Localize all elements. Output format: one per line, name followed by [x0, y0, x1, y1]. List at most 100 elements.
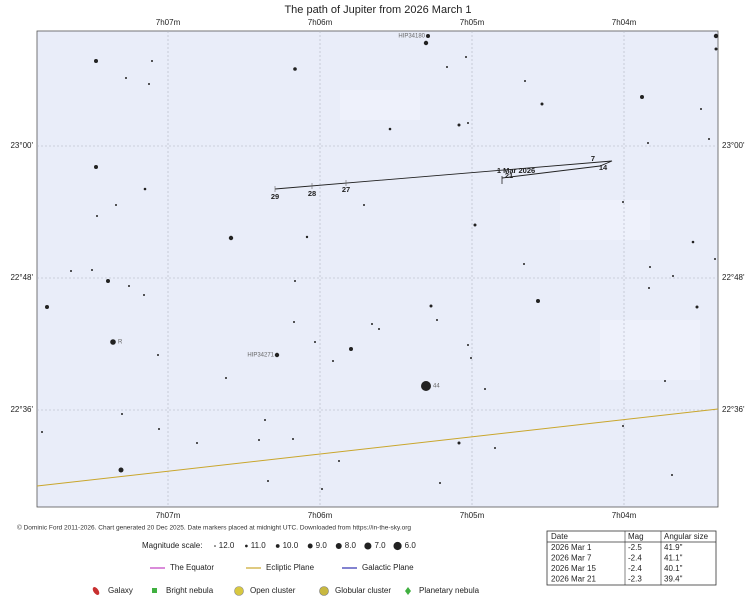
star: [439, 482, 441, 484]
credit: © Dominic Ford 2011-2026. Chart generate…: [17, 524, 411, 532]
star: [158, 428, 160, 430]
star: [423, 40, 429, 46]
table-cell: 40.1": [664, 564, 683, 573]
table-cell: 2026 Mar 7: [551, 554, 592, 563]
magnitude-dot: [393, 541, 402, 551]
star: [148, 83, 150, 85]
table-header: Angular size: [664, 532, 709, 541]
star: [714, 47, 718, 51]
star: [264, 419, 266, 421]
table-cell: 39.4": [664, 575, 683, 584]
star: [536, 299, 540, 303]
star: [143, 187, 147, 191]
star: [94, 165, 98, 169]
star: [647, 142, 649, 144]
star: [70, 270, 72, 272]
star: [196, 442, 198, 444]
magnitude-scale: 12.0 11.0 10.0 9.0 8.0 7.0 6.0: [214, 541, 416, 550]
star: [349, 347, 353, 351]
magnitude-label: 7.0: [374, 541, 386, 550]
star-label: HIP34271: [247, 353, 274, 359]
star: [473, 223, 477, 227]
star: [713, 33, 719, 39]
ra-label: 7h05m: [460, 511, 485, 520]
star: [143, 294, 145, 296]
nebula-icon: [152, 588, 157, 593]
star: [467, 122, 469, 124]
table-cell: -2.5: [628, 543, 642, 552]
magnitude-dot: [275, 544, 280, 548]
star: [708, 138, 710, 140]
star: [267, 480, 269, 482]
table-cell: 2026 Mar 1: [551, 543, 592, 552]
table-cell: -2.3: [628, 575, 642, 584]
star: [465, 56, 467, 58]
star: [157, 354, 159, 356]
legend-label: The Equator: [170, 563, 214, 572]
star: [228, 235, 234, 241]
magnitude-dot: [335, 543, 342, 549]
star: [274, 352, 280, 358]
ra-label: 7h04m: [612, 511, 637, 520]
dec-label: 23°00': [10, 141, 33, 150]
table-frame: [546, 530, 717, 586]
magnitude-dot: [364, 542, 372, 550]
table-header: Date: [551, 532, 568, 541]
magnitude-dot: [307, 543, 313, 549]
grid: [37, 31, 718, 507]
star: [41, 431, 43, 433]
star: [622, 425, 624, 427]
path-label: 27: [342, 185, 350, 194]
magnitude-label: 10.0: [283, 541, 299, 550]
path-label: 14: [599, 163, 608, 172]
star: [470, 357, 472, 359]
table-cell: 41.9": [664, 543, 683, 552]
planetary-nebula-icon: [405, 587, 411, 595]
survey-patch: [560, 200, 650, 240]
dec-label: 23°00': [722, 141, 745, 150]
star: [363, 204, 365, 206]
ecliptic: [36, 408, 719, 487]
star: [648, 287, 650, 289]
star: [94, 59, 98, 63]
jupiter-path: [274, 160, 613, 190]
dec-label: 22°36': [10, 405, 33, 414]
star: [524, 80, 526, 82]
galaxy-icon: [92, 587, 100, 595]
star: [378, 328, 380, 330]
star: [649, 266, 651, 268]
table-header: Mag: [628, 532, 644, 541]
magnitude-scale-label: Magnitude scale:: [142, 541, 202, 550]
ra-label: 7h06m: [308, 18, 333, 27]
star: [523, 263, 525, 265]
ra-label: 7h04m: [612, 18, 637, 27]
star: [314, 341, 316, 343]
title: The path of Jupiter from 2026 March 1: [284, 4, 471, 16]
table-cell: -2.4: [628, 564, 642, 573]
star: [128, 285, 130, 287]
star: [436, 319, 438, 321]
star: [125, 77, 127, 79]
ra-label: 7h06m: [308, 511, 333, 520]
ra-label: 7h07m: [156, 18, 181, 27]
table-cell: -2.4: [628, 554, 642, 563]
star: [714, 258, 716, 260]
star: [332, 360, 334, 362]
star: [484, 388, 486, 390]
magnitude-label: 9.0: [316, 541, 328, 550]
star: [106, 279, 110, 283]
dec-label: 22°36': [722, 405, 745, 414]
star: [91, 269, 93, 271]
star: [305, 235, 309, 239]
star: [467, 344, 469, 346]
star: [45, 305, 49, 309]
star: [388, 127, 392, 131]
table-cell: 2026 Mar 15: [551, 564, 596, 573]
path-label: 1 Mar 2026: [497, 166, 535, 175]
star: [121, 413, 123, 415]
star: [457, 123, 461, 127]
star: [293, 67, 297, 71]
dec-label: 22°48': [10, 273, 33, 282]
magnitude-dot: [214, 545, 216, 547]
